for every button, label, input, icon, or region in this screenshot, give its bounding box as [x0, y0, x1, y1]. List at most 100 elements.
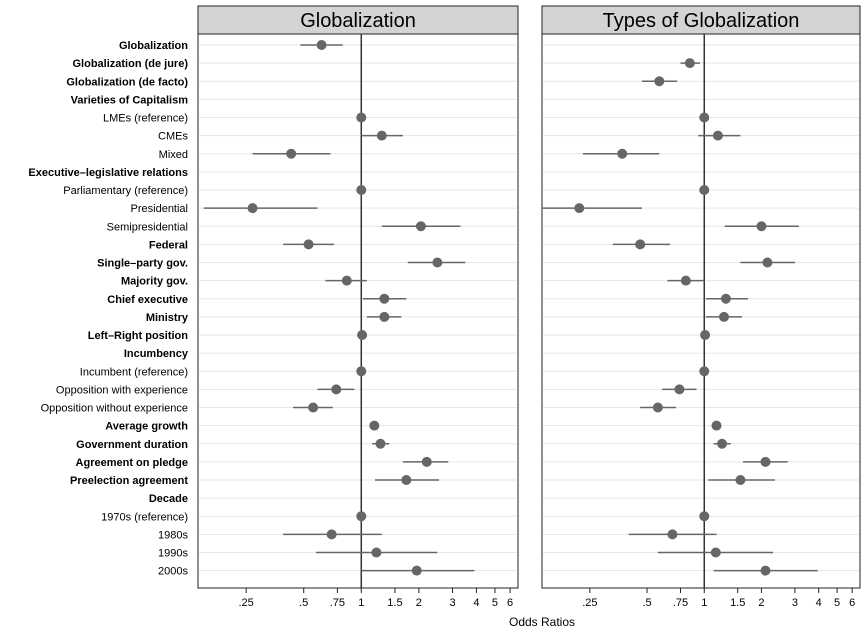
estimate-point	[699, 185, 710, 195]
estimate-point	[617, 148, 628, 159]
row-label: Semipresidential	[107, 221, 188, 233]
row-label: Majority gov.	[121, 276, 188, 288]
x-tick-label: 2	[416, 597, 422, 609]
x-tick-label: .75	[330, 597, 345, 609]
estimate-point	[652, 402, 663, 413]
plot-frame	[541, 33, 861, 589]
estimate-point	[684, 58, 695, 69]
x-tick-label: 1	[358, 597, 364, 609]
estimate-point	[303, 239, 314, 250]
row-label: Globalization (de jure)	[72, 58, 188, 70]
estimate-point	[700, 330, 711, 340]
estimate-point	[680, 275, 691, 286]
x-tick-label: 4	[816, 597, 822, 609]
x-tick-label: .25	[582, 597, 597, 609]
row-label: Parliamentary (reference)	[63, 185, 188, 197]
estimate-point	[331, 384, 342, 395]
estimate-point	[654, 76, 665, 87]
row-label: Globalization (de facto)	[66, 76, 188, 88]
x-tick-label: .5	[299, 597, 308, 609]
row-label: Federal	[149, 239, 188, 251]
row-label: Ministry	[146, 312, 189, 324]
estimate-point	[356, 185, 367, 195]
row-label: Incumbent (reference)	[80, 366, 188, 378]
row-label: Average growth	[105, 421, 188, 433]
row-label: Government duration	[76, 439, 188, 451]
estimate-point	[667, 529, 678, 540]
row-label: Opposition without experience	[41, 403, 188, 415]
x-tick-label: 2	[758, 597, 764, 609]
panel: Globalization .25 .5 .75 1 1.5 2 3 4 5 6	[197, 5, 519, 609]
estimate-point	[635, 239, 646, 250]
x-tick-label: .75	[673, 597, 688, 609]
row-label: Varieties of Capitalism	[71, 94, 189, 106]
row-label: Single–party gov.	[97, 258, 188, 270]
estimate-point	[375, 438, 386, 449]
estimate-point	[699, 112, 710, 123]
row-label: Incumbency	[124, 348, 189, 360]
estimate-point	[699, 511, 710, 522]
estimate-point	[717, 438, 728, 449]
estimate-point	[432, 257, 443, 268]
estimate-point	[756, 221, 767, 232]
row-label: LMEs (reference)	[103, 113, 188, 125]
panel-title-strip	[541, 5, 861, 35]
row-label: Presidential	[131, 203, 188, 215]
estimate-point	[574, 203, 585, 214]
estimate-point	[712, 130, 723, 141]
estimate-point	[247, 203, 258, 214]
estimate-point	[711, 420, 722, 431]
estimate-point	[760, 565, 771, 576]
estimate-point	[379, 311, 390, 322]
estimate-point	[286, 148, 297, 159]
x-tick-label: .5	[642, 597, 651, 609]
estimate-point	[415, 221, 426, 232]
estimate-point	[762, 257, 773, 268]
row-label: Opposition with experience	[56, 384, 188, 396]
row-label: 1970s (reference)	[101, 511, 188, 523]
estimate-point	[326, 529, 337, 540]
x-tick-label: 1	[701, 597, 707, 609]
x-tick-label: 1.5	[387, 597, 402, 609]
row-label: Chief executive	[107, 294, 188, 306]
row-label: Agreement on pledge	[76, 457, 188, 469]
x-tick-label: 4	[473, 597, 479, 609]
row-label: 1990s	[158, 548, 188, 560]
row-label: 1980s	[158, 529, 188, 541]
x-tick-label: 1.5	[730, 597, 745, 609]
panel: Types of Globalization .25 .5 .75 1 1.5 2 3 4 5 6	[541, 5, 861, 609]
x-tick-label: 6	[507, 597, 513, 609]
row-label: 2000s	[158, 566, 188, 578]
row-label: Decade	[149, 493, 188, 505]
row-labels: Globalization Globalization (de jure) Glob…	[28, 40, 188, 578]
row-label: Preelection agreement	[70, 475, 188, 487]
x-axis-title: Odds Ratios	[509, 615, 575, 629]
row-label: CMEs	[158, 131, 188, 143]
estimate-point	[371, 547, 382, 558]
panel-title: Globalization	[300, 10, 416, 32]
estimate-point	[356, 511, 367, 522]
x-tick-label: 3	[792, 597, 798, 609]
estimate-point	[760, 456, 771, 467]
row-label: Executive–legislative relations	[28, 167, 188, 179]
estimate-point	[735, 475, 746, 485]
x-tick-label: 5	[834, 597, 840, 609]
estimate-point	[369, 420, 380, 431]
estimate-point	[341, 275, 352, 286]
estimate-point	[356, 112, 367, 123]
estimate-point	[720, 293, 731, 304]
estimate-point	[718, 311, 729, 322]
x-tick-label: 6	[849, 597, 855, 609]
estimate-point	[401, 475, 412, 485]
estimate-point	[674, 384, 685, 395]
row-label: Mixed	[159, 149, 188, 161]
row-label: Globalization	[119, 40, 188, 52]
estimate-point	[316, 40, 327, 50]
estimate-point	[379, 293, 390, 304]
estimate-point	[357, 330, 368, 340]
panel-title-strip	[197, 5, 519, 35]
x-tick-label: 3	[449, 597, 455, 609]
plot-frame	[197, 33, 519, 589]
